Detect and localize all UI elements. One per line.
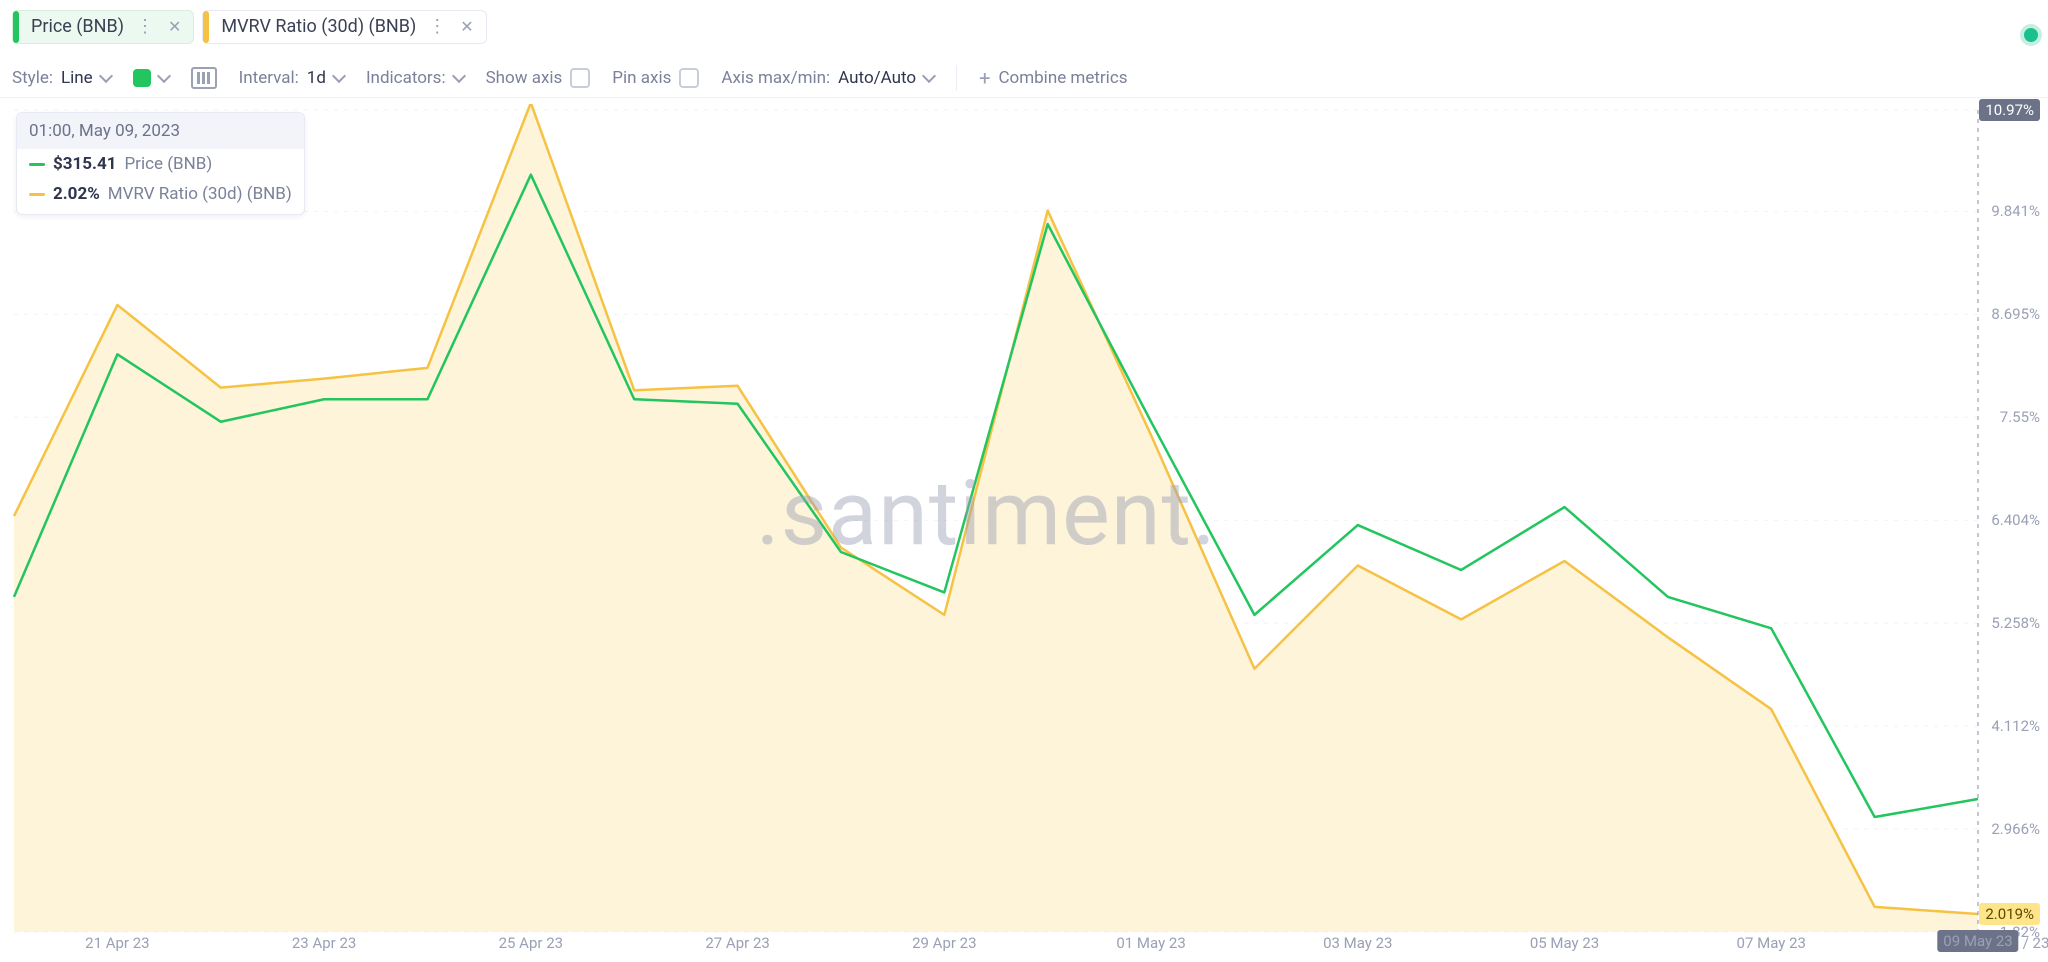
chevron-down-icon (451, 68, 465, 82)
x-tick-label: / 23 (2023, 934, 2048, 952)
pill-label: Price (BNB) (31, 18, 124, 36)
pill-mvrv[interactable]: MVRV Ratio (30d) (BNB) ⋮ ✕ (202, 10, 486, 44)
chart-svg (0, 104, 2048, 962)
tooltip-row: $315.41 Price (BNB) (17, 149, 304, 179)
label: Pin axis (612, 68, 671, 88)
separator (956, 65, 957, 91)
close-icon[interactable]: ✕ (166, 19, 183, 35)
y-tick-label: 6.404% (1991, 511, 2040, 529)
chevron-down-icon (332, 68, 346, 82)
chevron-down-icon (922, 68, 936, 82)
x-tick-label: 23 Apr 23 (292, 934, 356, 952)
x-tick-label: 29 Apr 23 (912, 934, 976, 952)
x-tick-label: 03 May 23 (1323, 934, 1392, 952)
chart-app: Price (BNB) ⋮ ✕ MVRV Ratio (30d) (BNB) ⋮… (0, 0, 2048, 962)
tooltip-row: 2.02% MVRV Ratio (30d) (BNB) (17, 179, 304, 214)
pill-color-bar (203, 11, 209, 43)
chevron-down-icon (157, 68, 171, 82)
scale-toggle[interactable] (191, 67, 217, 89)
y-axis-labels: 10.97%9.841%8.695%7.55%6.404%5.258%4.112… (1980, 104, 2044, 932)
metric-pills: Price (BNB) ⋮ ✕ MVRV Ratio (30d) (BNB) ⋮… (0, 0, 2048, 50)
pill-menu-icon[interactable]: ⋮ (134, 18, 156, 36)
label: Style: (12, 68, 53, 88)
pill-menu-icon[interactable]: ⋮ (426, 18, 448, 36)
y-tick-label: 2.966% (1991, 820, 2040, 838)
color-picker[interactable] (133, 69, 169, 87)
pin-axis-toggle[interactable]: Pin axis (612, 68, 699, 88)
y-axis-tag: 10.97% (1979, 99, 2040, 121)
y-tick-label: 8.695% (1991, 305, 2040, 323)
x-tick-label: 01 May 23 (1116, 934, 1185, 952)
tooltip-value: $315.41 (53, 154, 116, 174)
y-tick-label: 4.112% (1991, 717, 2040, 735)
tooltip-name: Price (BNB) (124, 154, 212, 174)
axis-minmax-selector[interactable]: Axis max/min: Auto/Auto (721, 68, 934, 88)
x-axis-tag: 09 May 23 (1937, 930, 2018, 952)
x-tick-label: 27 Apr 23 (705, 934, 769, 952)
y-tick-label: 9.841% (1991, 202, 2040, 220)
y-tick-label: 5.258% (1991, 614, 2040, 632)
tooltip-timestamp: 01:00, May 09, 2023 (17, 113, 304, 149)
value: Auto/Auto (838, 68, 916, 88)
x-tick-label: 25 Apr 23 (499, 934, 563, 952)
pill-price[interactable]: Price (BNB) ⋮ ✕ (12, 10, 194, 44)
label: Interval: (239, 68, 299, 88)
chart-toolbar: Style: Line Interval: 1d Indicators: Sho… (0, 50, 2048, 98)
x-tick-label: 21 Apr 23 (85, 934, 149, 952)
value: Line (61, 68, 93, 88)
tooltip-name: MVRV Ratio (30d) (BNB) (108, 184, 292, 204)
checkbox[interactable] (679, 68, 699, 88)
plus-icon: + (979, 66, 990, 90)
chart-canvas[interactable] (0, 104, 2048, 962)
checkbox[interactable] (570, 68, 590, 88)
x-tick-label: 07 May 23 (1737, 934, 1806, 952)
x-axis-labels: 21 Apr 23 23 Apr 23 25 Apr 23 27 Apr 23 29 A… (0, 934, 1978, 956)
style-selector[interactable]: Style: Line (12, 68, 111, 88)
chevron-down-icon (99, 68, 113, 82)
series-color-icon (29, 193, 45, 196)
close-icon[interactable]: ✕ (458, 19, 475, 35)
interval-selector[interactable]: Interval: 1d (239, 68, 344, 88)
label: Show axis (486, 68, 563, 88)
value: 1d (307, 68, 326, 88)
show-axis-toggle[interactable]: Show axis (486, 68, 591, 88)
pill-color-bar (13, 11, 19, 43)
label: Combine metrics (998, 68, 1127, 88)
hover-tooltip: 01:00, May 09, 2023 $315.41 Price (BNB) … (16, 112, 305, 215)
color-swatch (133, 69, 151, 87)
label: Indicators: (366, 68, 446, 88)
y-axis-tag: 2.019% (1979, 903, 2040, 925)
indicators-selector[interactable]: Indicators: (366, 68, 464, 88)
combine-metrics-button[interactable]: + Combine metrics (979, 66, 1127, 90)
pill-label: MVRV Ratio (30d) (BNB) (221, 18, 416, 36)
series-color-icon (29, 163, 45, 166)
label: Axis max/min: (721, 68, 830, 88)
live-status-icon (2024, 28, 2038, 42)
tooltip-value: 2.02% (53, 184, 100, 204)
y-tick-label: 7.55% (2000, 408, 2040, 426)
x-tick-label: 05 May 23 (1530, 934, 1599, 952)
axis-icon (191, 67, 217, 89)
